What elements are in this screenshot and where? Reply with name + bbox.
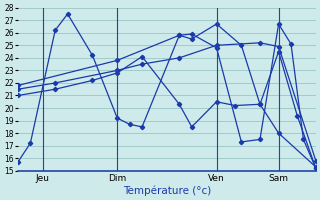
X-axis label: Température (°c): Température (°c) [123,185,211,196]
